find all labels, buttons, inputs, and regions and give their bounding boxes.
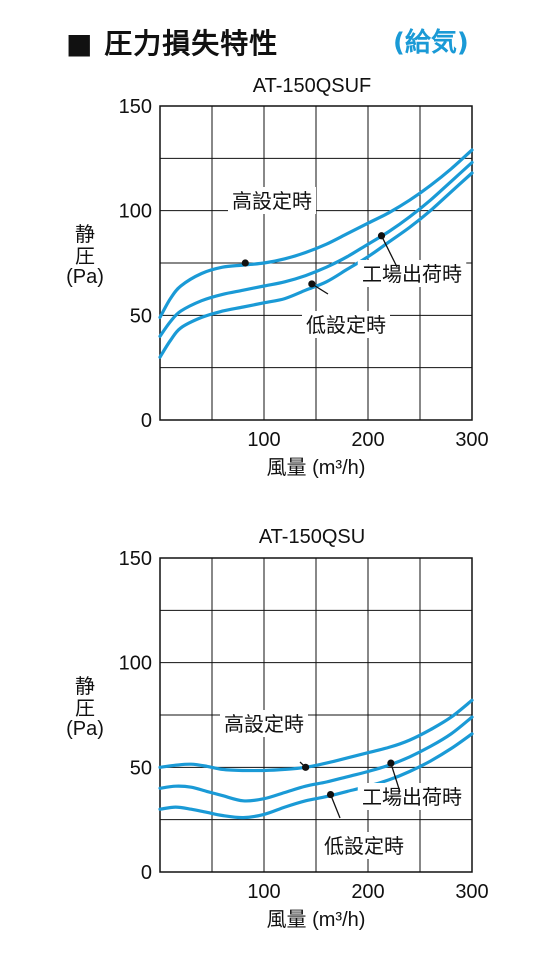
series-line-2 <box>158 160 474 338</box>
annotation-marker <box>302 763 310 771</box>
y-tick-label: 150 <box>119 96 152 118</box>
series-line-1 <box>158 148 474 319</box>
series-line-3 <box>158 171 474 359</box>
annotation-marker <box>377 232 386 240</box>
annotation-label: 工場出荷時 <box>362 786 462 809</box>
y-tick-label: 100 <box>119 653 152 675</box>
y-tick-label: 100 <box>119 201 152 223</box>
series-line-2 <box>158 715 474 803</box>
x-tick-label: 100 <box>247 429 280 451</box>
y-axis-label: 圧 <box>75 246 95 268</box>
x-tick-label: 300 <box>455 881 488 903</box>
annotation-backdrop <box>220 710 308 737</box>
annotation-backdrop <box>228 187 316 214</box>
annotation-label: 低設定時 <box>324 835 404 858</box>
chart-title: AT-150QSUF <box>253 75 372 97</box>
y-tick-label: 150 <box>119 548 152 570</box>
y-axis-label: 静 <box>75 223 95 246</box>
plot-frame <box>159 105 473 421</box>
y-axis-label: 静 <box>75 675 95 698</box>
annotation-backdrop <box>357 783 467 810</box>
annotation-leader <box>380 235 398 268</box>
y-tick-label: 50 <box>130 305 152 327</box>
annotation-backdrop <box>302 311 390 338</box>
annotation-label: 低設定時 <box>306 314 386 337</box>
x-axis-label: 風量 (m³/h) <box>267 457 366 479</box>
chart-title: AT-150QSU <box>259 526 365 548</box>
page-subtitle: (給気) <box>393 28 469 58</box>
annotation-marker <box>387 759 395 767</box>
x-tick-label: 200 <box>351 429 384 451</box>
y-tick-label: 50 <box>130 757 152 779</box>
y-axis-unit: (Pa) <box>66 718 104 740</box>
annotation-marker <box>241 259 249 267</box>
annotation-backdrop <box>320 832 408 859</box>
x-tick-label: 300 <box>455 429 488 451</box>
x-axis-label: 風量 (m³/h) <box>267 909 366 931</box>
annotation-leader <box>329 794 341 819</box>
plot-frame <box>159 557 473 873</box>
annotation-marker <box>326 790 335 799</box>
y-tick-label: 0 <box>141 410 152 432</box>
y-axis-label: 圧 <box>75 698 95 720</box>
series-line-3 <box>158 732 474 820</box>
y-tick-label: 0 <box>141 862 152 884</box>
page-title: ■ 圧力損失特性 <box>66 27 279 60</box>
y-axis-unit: (Pa) <box>66 266 104 288</box>
annotation-label: 工場出荷時 <box>362 263 462 286</box>
x-tick-label: 200 <box>351 881 384 903</box>
annotation-marker <box>308 280 316 288</box>
annotation-label: 高設定時 <box>232 190 312 213</box>
annotation-backdrop <box>357 260 467 287</box>
annotation-label: 高設定時 <box>224 713 304 736</box>
annotation-leader <box>390 762 401 793</box>
x-tick-label: 100 <box>247 881 280 903</box>
